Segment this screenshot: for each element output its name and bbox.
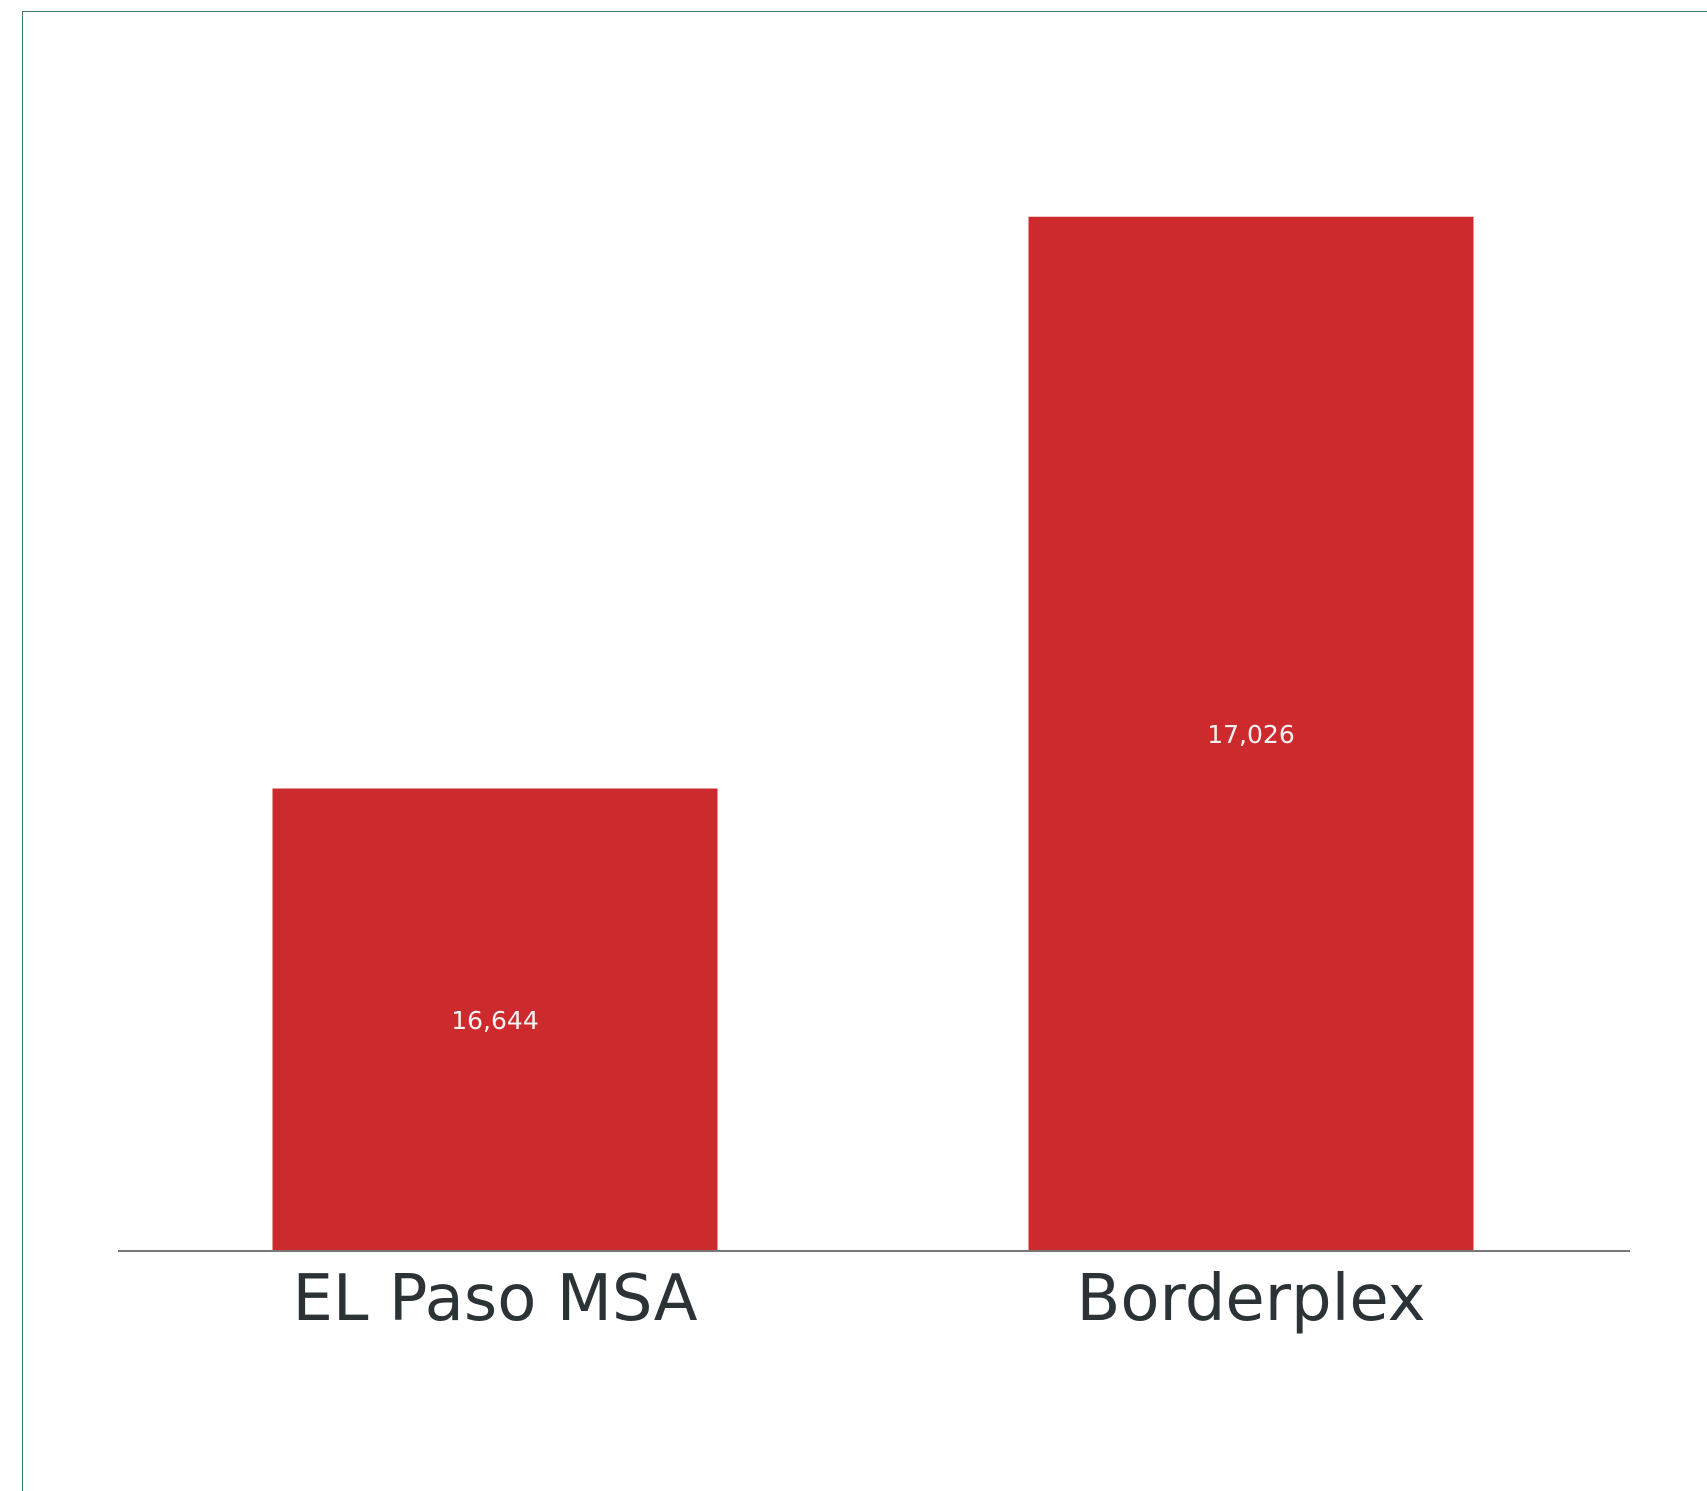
category-labels-group: EL Paso MSA Borderplex	[292, 1262, 1425, 1336]
bar-borderplex	[1028, 216, 1474, 1251]
value-label: 16,644	[451, 1006, 538, 1035]
category-label: Borderplex	[1076, 1262, 1425, 1336]
chart-frame	[22, 11, 1707, 1491]
value-labels-group: 16,644 17,026	[451, 720, 1294, 1035]
bars-group	[272, 216, 1474, 1251]
bar-el-paso-msa	[272, 788, 718, 1251]
value-label: 17,026	[1207, 720, 1294, 749]
category-label: EL Paso MSA	[292, 1262, 697, 1336]
